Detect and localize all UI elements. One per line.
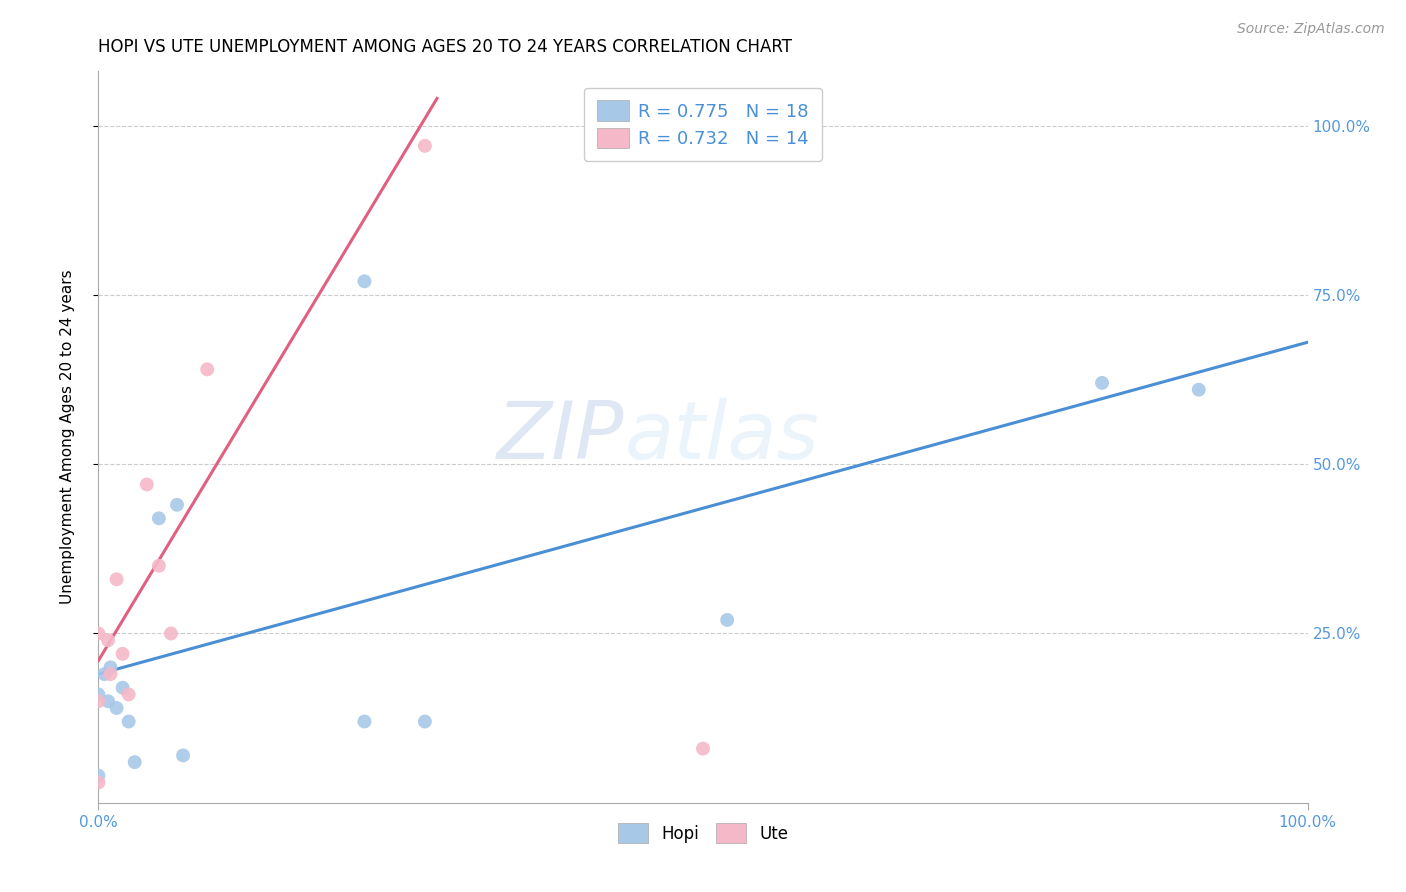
Point [1091, 376, 1114, 390]
Point [353, 274, 375, 288]
Point [100, 667, 122, 681]
Point [413, 714, 436, 729]
Point [87, 688, 110, 702]
Text: atlas: atlas [624, 398, 820, 476]
Point [87, 694, 110, 708]
Point [118, 688, 141, 702]
Point [111, 647, 134, 661]
Legend: Hopi, Ute: Hopi, Ute [612, 817, 794, 849]
Point [87, 626, 110, 640]
Point [716, 613, 738, 627]
Point [124, 755, 146, 769]
Point [135, 477, 157, 491]
Point [1188, 383, 1211, 397]
Point [148, 511, 170, 525]
Text: HOPI VS UTE UNEMPLOYMENT AMONG AGES 20 TO 24 YEARS CORRELATION CHART: HOPI VS UTE UNEMPLOYMENT AMONG AGES 20 T… [98, 38, 793, 56]
Point [100, 660, 122, 674]
Point [692, 741, 714, 756]
Point [353, 714, 375, 729]
Point [97, 694, 120, 708]
Y-axis label: Unemployment Among Ages 20 to 24 years: Unemployment Among Ages 20 to 24 years [60, 269, 75, 605]
Point [118, 714, 141, 729]
Point [97, 633, 120, 648]
Point [160, 626, 183, 640]
Text: Source: ZipAtlas.com: Source: ZipAtlas.com [1237, 22, 1385, 37]
Point [111, 681, 134, 695]
Point [195, 362, 218, 376]
Point [166, 498, 188, 512]
Point [105, 701, 128, 715]
Point [105, 572, 128, 586]
Point [413, 139, 436, 153]
Point [172, 748, 194, 763]
Point [93, 667, 115, 681]
Point [87, 769, 110, 783]
Text: ZIP: ZIP [498, 398, 624, 476]
Point [148, 558, 170, 573]
Point [87, 775, 110, 789]
